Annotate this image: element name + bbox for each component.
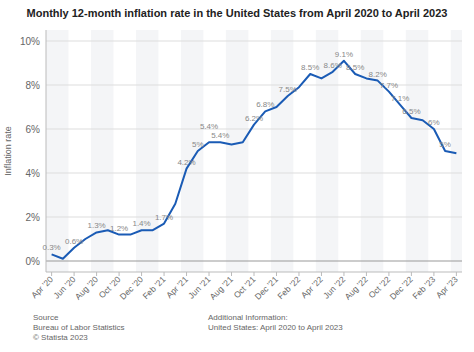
y-tick-label: 8%	[26, 80, 41, 91]
x-tick	[254, 272, 255, 276]
x-tick	[96, 272, 97, 276]
column-stripe	[451, 30, 462, 272]
data-label: 8.6%	[324, 61, 342, 70]
column-stripe	[406, 30, 428, 272]
x-tick-label: Aug '22	[343, 274, 370, 301]
note-text-line: United States: April 2020 to April 2023	[208, 323, 343, 332]
x-tick-label: Dec '21	[253, 274, 280, 301]
data-label: 8.2%	[369, 70, 387, 79]
data-label: 5%	[192, 140, 204, 149]
background	[0, 0, 474, 352]
x-tick	[411, 272, 412, 276]
x-tick-label: Dec '22	[388, 274, 415, 301]
source-text-line: Source	[33, 313, 59, 322]
x-tick-label: Apr '21	[164, 274, 190, 300]
y-tick-label: 6%	[26, 124, 41, 135]
column-stripe	[46, 30, 68, 272]
x-tick	[321, 272, 322, 276]
x-tick	[388, 272, 389, 276]
x-tick	[209, 272, 210, 276]
data-label: 7.7%	[380, 81, 398, 90]
y-tick-label: 10%	[20, 36, 40, 47]
x-tick	[51, 272, 52, 276]
column-stripe	[181, 30, 203, 272]
x-tick-label: Aug '21	[208, 274, 235, 301]
x-tick	[186, 272, 187, 276]
data-label: 0.6%	[65, 237, 83, 246]
note-text: Additional Information:United States: Ap…	[208, 313, 343, 332]
data-label: 0.3%	[43, 243, 61, 252]
source-text-line: Bureau of Labor Statistics	[33, 323, 125, 332]
plot-area	[52, 61, 457, 259]
x-tick	[119, 272, 120, 276]
x-tick	[298, 272, 299, 276]
x-tick	[141, 272, 142, 276]
data-label: 5.4%	[211, 131, 229, 140]
grid-line	[46, 129, 462, 130]
note-text-line: Additional Information:	[208, 313, 288, 322]
data-label: 6%	[428, 118, 440, 127]
grid-line	[46, 85, 462, 86]
data-label: 5.4%	[200, 122, 218, 131]
y-tick-label: 2%	[26, 212, 41, 223]
data-label: 7.5%	[279, 85, 297, 94]
data-label: 6.5%	[402, 107, 420, 116]
grid-line	[46, 173, 462, 174]
source-text-line: © Statista 2023	[33, 333, 88, 342]
data-label: 6.2%	[245, 114, 263, 123]
line	[52, 61, 457, 259]
x-tick	[164, 272, 165, 276]
data-label: 4.2%	[177, 158, 195, 167]
x-tick-label: Feb '23	[410, 274, 437, 301]
data-label: 1.3%	[87, 221, 105, 230]
x-tick-label: Aug '20	[73, 274, 100, 301]
y-axis-line	[46, 30, 47, 272]
y-tick-label: 4%	[26, 168, 41, 179]
data-label: 5%	[439, 140, 451, 149]
y-tick-label: 0%	[26, 256, 41, 267]
source-text: SourceBureau of Labor Statistics© Statis…	[33, 313, 125, 342]
x-tick-label: Apr '20	[29, 274, 55, 300]
column-stripe	[136, 30, 158, 272]
data-label: 6.8%	[256, 100, 274, 109]
x-tick	[74, 272, 75, 276]
x-tick	[343, 272, 344, 276]
column-stripe	[271, 30, 293, 272]
grid-line	[46, 261, 462, 262]
y-axis-label: Inflation rate	[3, 126, 13, 176]
x-tick-label: Apr '22	[299, 274, 325, 300]
x-tick	[276, 272, 277, 276]
column-stripe	[91, 30, 113, 272]
x-tick-label: Feb '21	[141, 274, 168, 301]
x-tick	[231, 272, 232, 276]
x-tick	[456, 272, 457, 276]
x-tick-label: Apr '23	[434, 274, 460, 300]
title: Monthly 12-month inflation rate in the U…	[27, 7, 448, 19]
data-label: 7.1%	[391, 94, 409, 103]
data-label: 9.1%	[335, 50, 353, 59]
x-tick-label: Dec '20	[118, 274, 145, 301]
x-tick	[366, 272, 367, 276]
grid-line	[46, 217, 462, 218]
x-tick-label: Feb '22	[275, 274, 302, 301]
data-label: 8.5%	[346, 63, 364, 72]
grid-line	[46, 41, 462, 42]
data-label: 1.2%	[110, 224, 128, 233]
chart: 0%2%4%6%8%10%Inflation rateApr '20Jun '2…	[0, 0, 474, 352]
data-label: 8.5%	[301, 63, 319, 72]
column-stripe	[226, 30, 248, 272]
data-label: 1.7%	[155, 213, 173, 222]
x-tick	[433, 272, 434, 276]
data-label: 1.4%	[132, 219, 150, 228]
